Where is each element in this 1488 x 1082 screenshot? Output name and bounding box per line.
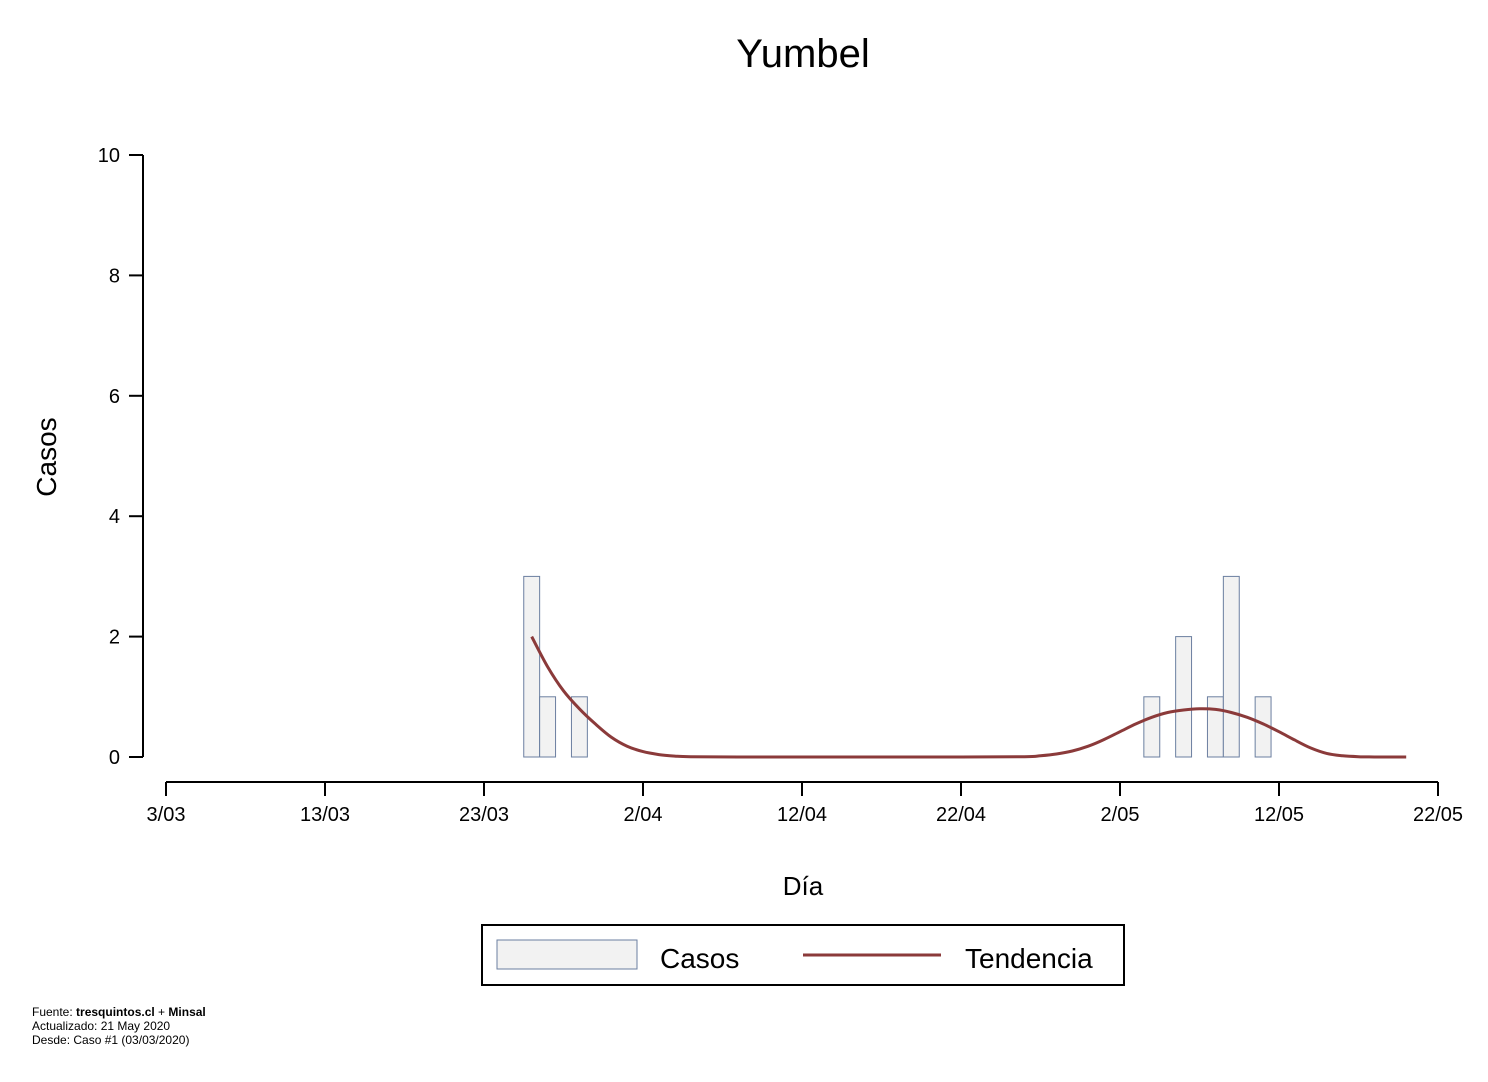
x-tick-label: 13/03 xyxy=(300,804,350,826)
x-tick-label: 3/03 xyxy=(147,804,186,826)
bar xyxy=(539,696,557,758)
footer-updated: Actualizado: 21 May 2020 xyxy=(32,1019,171,1033)
footer-source-site: tresquintos.cl xyxy=(76,1005,155,1019)
y-tick-label: 10 xyxy=(98,145,120,167)
x-tick-label: 22/04 xyxy=(936,804,986,826)
chart-title: Yumbel xyxy=(736,32,869,76)
x-tick-label: 22/05 xyxy=(1413,804,1463,826)
bar-series xyxy=(523,575,1272,758)
footer-source-prefix: Fuente: xyxy=(32,1005,77,1019)
footer-since: Desde: Caso #1 (03/03/2020) xyxy=(32,1033,190,1047)
footer-source-org: Minsal xyxy=(168,1005,206,1019)
legend-label-tendencia: Tendencia xyxy=(965,943,1093,974)
footer-source: Fuente: tresquintos.cl + Minsal xyxy=(32,1005,206,1019)
bar xyxy=(570,696,588,758)
footer-source-sep: + xyxy=(154,1005,169,1019)
bar xyxy=(523,575,541,758)
x-axis-label: Día xyxy=(783,871,824,901)
y-tick-label: 0 xyxy=(109,747,120,769)
y-axis: 0 2 4 6 8 10 xyxy=(98,145,144,769)
bar xyxy=(1206,696,1224,758)
y-tick-label: 8 xyxy=(109,265,120,287)
x-tick-label: 23/03 xyxy=(459,804,509,826)
footer: Fuente: tresquintos.cl + Minsal Actualiz… xyxy=(32,1005,206,1047)
trend-line xyxy=(530,635,1407,759)
x-tick-label: 2/04 xyxy=(624,804,663,826)
bar xyxy=(1222,575,1240,758)
bar xyxy=(1143,696,1161,758)
trend-series xyxy=(530,635,1407,759)
legend-label-casos: Casos xyxy=(660,943,739,974)
x-tick-label: 12/05 xyxy=(1254,804,1304,826)
y-tick-label: 4 xyxy=(109,506,120,528)
y-axis-label: Casos xyxy=(31,417,62,496)
x-axis: 3/03 13/03 23/03 2/04 12/04 22/04 2/05 12/05 22/… xyxy=(147,781,1463,826)
x-tick-label: 12/04 xyxy=(777,804,827,826)
y-tick-label: 2 xyxy=(109,627,120,649)
legend-swatch-casos xyxy=(496,939,638,970)
x-tick-label: 2/05 xyxy=(1101,804,1140,826)
y-tick-label: 6 xyxy=(109,386,120,408)
bar xyxy=(1175,636,1193,758)
legend: Casos Tendencia xyxy=(481,924,1125,986)
